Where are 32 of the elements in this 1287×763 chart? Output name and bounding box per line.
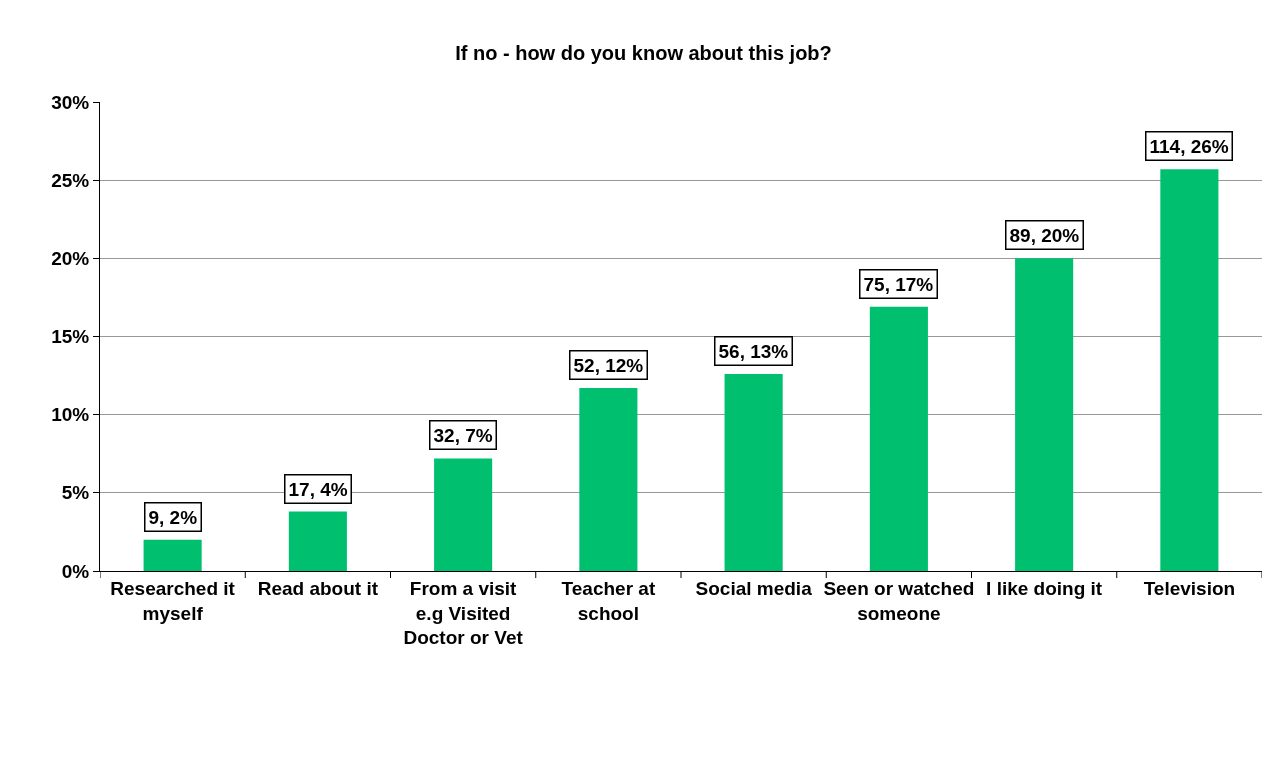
data-label: 114, 26% xyxy=(1149,135,1229,157)
bar xyxy=(724,374,783,571)
data-label: 75, 17% xyxy=(863,273,934,295)
y-tick-label: 0% xyxy=(61,560,90,582)
x-tick-label: Television xyxy=(1143,577,1236,599)
bar xyxy=(288,511,347,571)
x-tick-label: I like doing it xyxy=(986,577,1103,599)
x-tick-label: Social media xyxy=(695,577,813,599)
x-tick-label: From a visit e.g Visited Doctor or Vet xyxy=(403,577,524,649)
x-tick-label: Read about it xyxy=(257,577,379,599)
y-tick-label: 30% xyxy=(51,91,90,113)
data-label: 32, 7% xyxy=(433,424,493,446)
data-label: 52, 12% xyxy=(573,354,644,376)
y-tick-label: 25% xyxy=(51,169,90,191)
bar xyxy=(1015,258,1074,571)
bar xyxy=(869,306,928,571)
y-tick-label: 15% xyxy=(51,326,90,348)
bar xyxy=(1160,169,1219,571)
data-label: 56, 13% xyxy=(718,340,789,362)
x-tick-label: Seen or watched someone xyxy=(823,577,975,624)
x-tick-label: Teacher at school xyxy=(561,577,656,624)
data-label: 17, 4% xyxy=(288,478,348,500)
x-tick-label: Researched it myself xyxy=(110,577,236,624)
bar xyxy=(434,458,493,571)
y-tick-label: 10% xyxy=(51,404,90,426)
chart-title: If no - how do you know about this job? xyxy=(455,42,832,65)
y-tick-label: 20% xyxy=(51,247,90,269)
data-label: 89, 20% xyxy=(1009,224,1080,246)
bar xyxy=(143,539,202,571)
bar xyxy=(579,388,638,571)
data-label: 9, 2% xyxy=(148,506,198,528)
y-tick-label: 5% xyxy=(61,482,90,504)
